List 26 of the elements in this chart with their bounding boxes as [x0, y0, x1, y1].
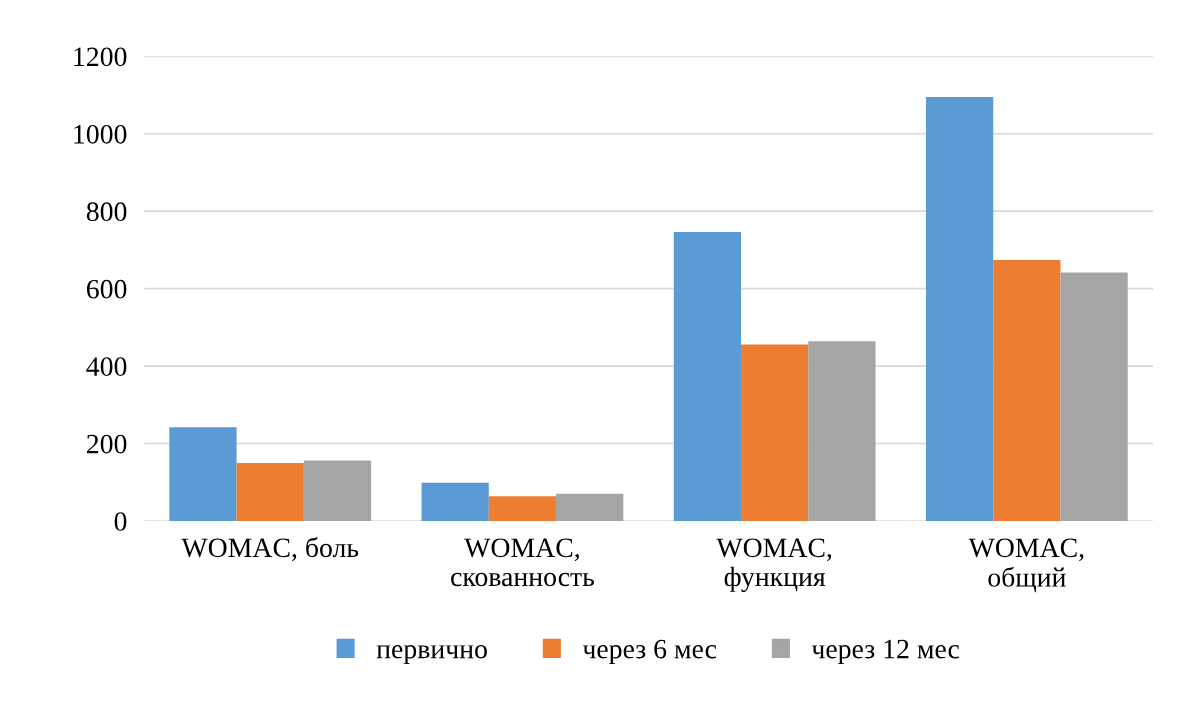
- bar: [993, 259, 1061, 521]
- x-tick-label: WOMAC, боль: [181, 537, 359, 562]
- y-tick-label: 1000: [74, 124, 127, 144]
- bar: [303, 460, 372, 521]
- legend-label: через 6 мес: [582, 639, 717, 665]
- bar: [421, 482, 489, 521]
- x-tick-label: WOMAC, общий: [968, 538, 1084, 593]
- bar: [556, 493, 624, 521]
- bar: [673, 232, 742, 521]
- bar: [488, 496, 557, 521]
- y-tick-label: 400: [86, 357, 127, 376]
- y-tick-label: 200: [87, 434, 127, 454]
- y-tick-label: 1200: [74, 47, 127, 67]
- legend-label: через 12 мес: [811, 639, 959, 665]
- y-tick-label: 600: [86, 279, 127, 299]
- legend-label: первично: [376, 645, 487, 665]
- bar: [1060, 272, 1128, 521]
- bar: [169, 427, 237, 521]
- y-tick-label: 0: [114, 512, 127, 531]
- bar: [925, 96, 994, 521]
- bar: [808, 341, 876, 521]
- x-tick-label: WOMAC, функция: [716, 538, 832, 592]
- x-tick-label: WOMAC, скованность: [451, 538, 594, 587]
- bar: [236, 462, 304, 521]
- y-tick-label: 800: [86, 202, 127, 222]
- bar: [741, 344, 809, 521]
